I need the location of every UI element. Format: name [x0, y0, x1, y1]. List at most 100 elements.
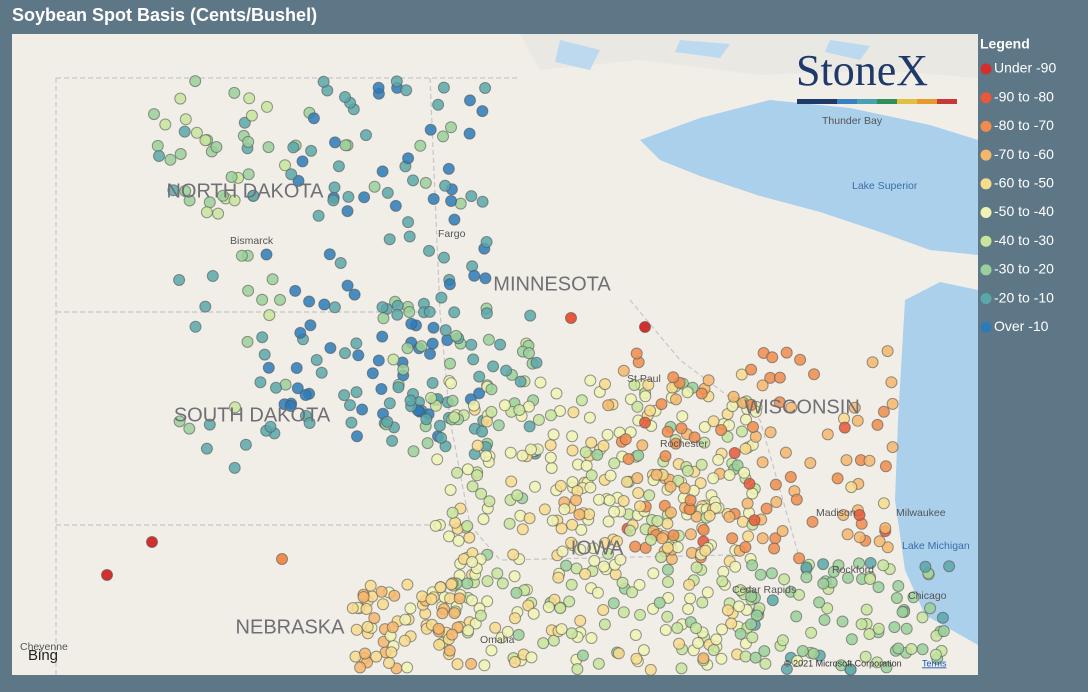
location-dot — [423, 305, 436, 318]
legend-label[interactable]: Over -10 — [994, 318, 1049, 334]
location-dot — [864, 557, 877, 569]
location-dot — [480, 415, 493, 428]
location-dot — [164, 153, 177, 166]
location-dot — [683, 578, 696, 591]
location-dot — [446, 506, 459, 519]
legend-label[interactable]: -80 to -70 — [994, 117, 1054, 133]
location-dot — [821, 602, 834, 615]
state-label: NEBRASKA — [236, 616, 346, 638]
place-label: Chicago — [908, 590, 947, 602]
location-dot — [818, 614, 831, 626]
location-dot — [571, 663, 584, 676]
location-dot — [421, 437, 434, 450]
place-label: Bismarck — [230, 235, 274, 247]
logo-bar-segment — [837, 99, 857, 104]
location-dot — [864, 573, 876, 585]
location-dot — [338, 389, 351, 402]
location-dot — [523, 420, 536, 433]
location-dot — [404, 602, 417, 615]
location-dot — [629, 629, 642, 641]
location-dot — [258, 348, 271, 361]
location-dot — [881, 541, 894, 554]
location-dot — [725, 617, 738, 630]
location-dot — [368, 612, 381, 625]
logo-bar-segment — [897, 99, 917, 104]
location-dot — [598, 618, 611, 631]
location-dot — [361, 620, 374, 633]
location-dot — [199, 134, 212, 147]
location-dot — [643, 489, 656, 502]
location-dot — [688, 431, 701, 444]
location-dot — [504, 446, 517, 459]
location-dot — [372, 354, 385, 367]
legend-swatch — [980, 235, 992, 247]
location-dot — [678, 482, 691, 495]
location-dot — [735, 368, 748, 381]
location-dot — [483, 495, 496, 508]
location-dot — [696, 596, 709, 609]
location-dot — [836, 615, 849, 628]
location-dot — [773, 396, 786, 409]
location-dot — [328, 181, 341, 194]
location-dot — [153, 150, 165, 162]
location-dot — [644, 533, 657, 546]
location-dot — [465, 338, 478, 351]
location-dot — [351, 430, 363, 443]
location-dot — [494, 338, 507, 351]
location-dot — [383, 233, 396, 246]
location-dot — [414, 139, 427, 152]
location-dot — [842, 571, 854, 584]
location-dot — [385, 646, 398, 659]
location-dot — [377, 312, 390, 325]
location-dot — [485, 405, 498, 418]
location-dot — [425, 593, 438, 606]
location-dot — [386, 621, 399, 634]
location-dot — [566, 444, 579, 457]
location-dot — [529, 480, 541, 493]
location-dot — [853, 509, 866, 521]
location-dot — [263, 309, 276, 322]
location-dot — [877, 559, 890, 572]
location-dot — [342, 190, 355, 203]
location-dot — [466, 594, 478, 607]
location-dot — [659, 450, 672, 463]
location-dot — [721, 604, 734, 617]
location-dot — [617, 606, 630, 619]
location-dot — [780, 346, 793, 359]
location-dot — [673, 637, 685, 650]
location-dot — [866, 356, 879, 369]
terms-link[interactable]: Terms — [922, 658, 947, 668]
location-dot — [357, 591, 370, 603]
legend-label[interactable]: -30 to -20 — [994, 261, 1054, 277]
legend-label[interactable]: -20 to -10 — [994, 289, 1054, 305]
legend-label[interactable]: -40 to -30 — [994, 232, 1054, 248]
legend-label[interactable]: Under -90 — [994, 60, 1056, 76]
location-dot — [805, 626, 818, 639]
dots — [101, 75, 956, 676]
location-dot — [389, 199, 402, 212]
location-dot — [888, 621, 901, 634]
location-dot — [291, 382, 304, 395]
location-dot — [489, 621, 502, 634]
location-dot — [476, 195, 489, 208]
legend-label[interactable]: -50 to -40 — [994, 203, 1054, 219]
location-dot — [907, 591, 920, 604]
location-dot — [260, 248, 273, 261]
location-dot — [747, 421, 759, 433]
location-dot — [860, 603, 873, 616]
location-dot — [661, 563, 674, 576]
location-dot — [584, 481, 597, 494]
location-dot — [445, 377, 457, 390]
location-dot — [190, 126, 203, 139]
legend-label[interactable]: -70 to -60 — [994, 146, 1054, 162]
legend-label[interactable]: -90 to -80 — [994, 88, 1054, 104]
location-dot — [467, 353, 480, 366]
legend-label[interactable]: -60 to -50 — [994, 175, 1054, 191]
map[interactable]: NORTH DAKOTA SOUTH DAKOTA MINNESOTA WISCONS… — [12, 34, 978, 676]
location-dot — [247, 189, 260, 202]
location-dot — [612, 647, 625, 660]
map-labels: NORTH DAKOTA SOUTH DAKOTA MINNESOTA WISCONS… — [20, 115, 970, 653]
location-dot — [183, 194, 196, 207]
location-dot — [375, 585, 388, 598]
location-dot — [525, 443, 537, 456]
